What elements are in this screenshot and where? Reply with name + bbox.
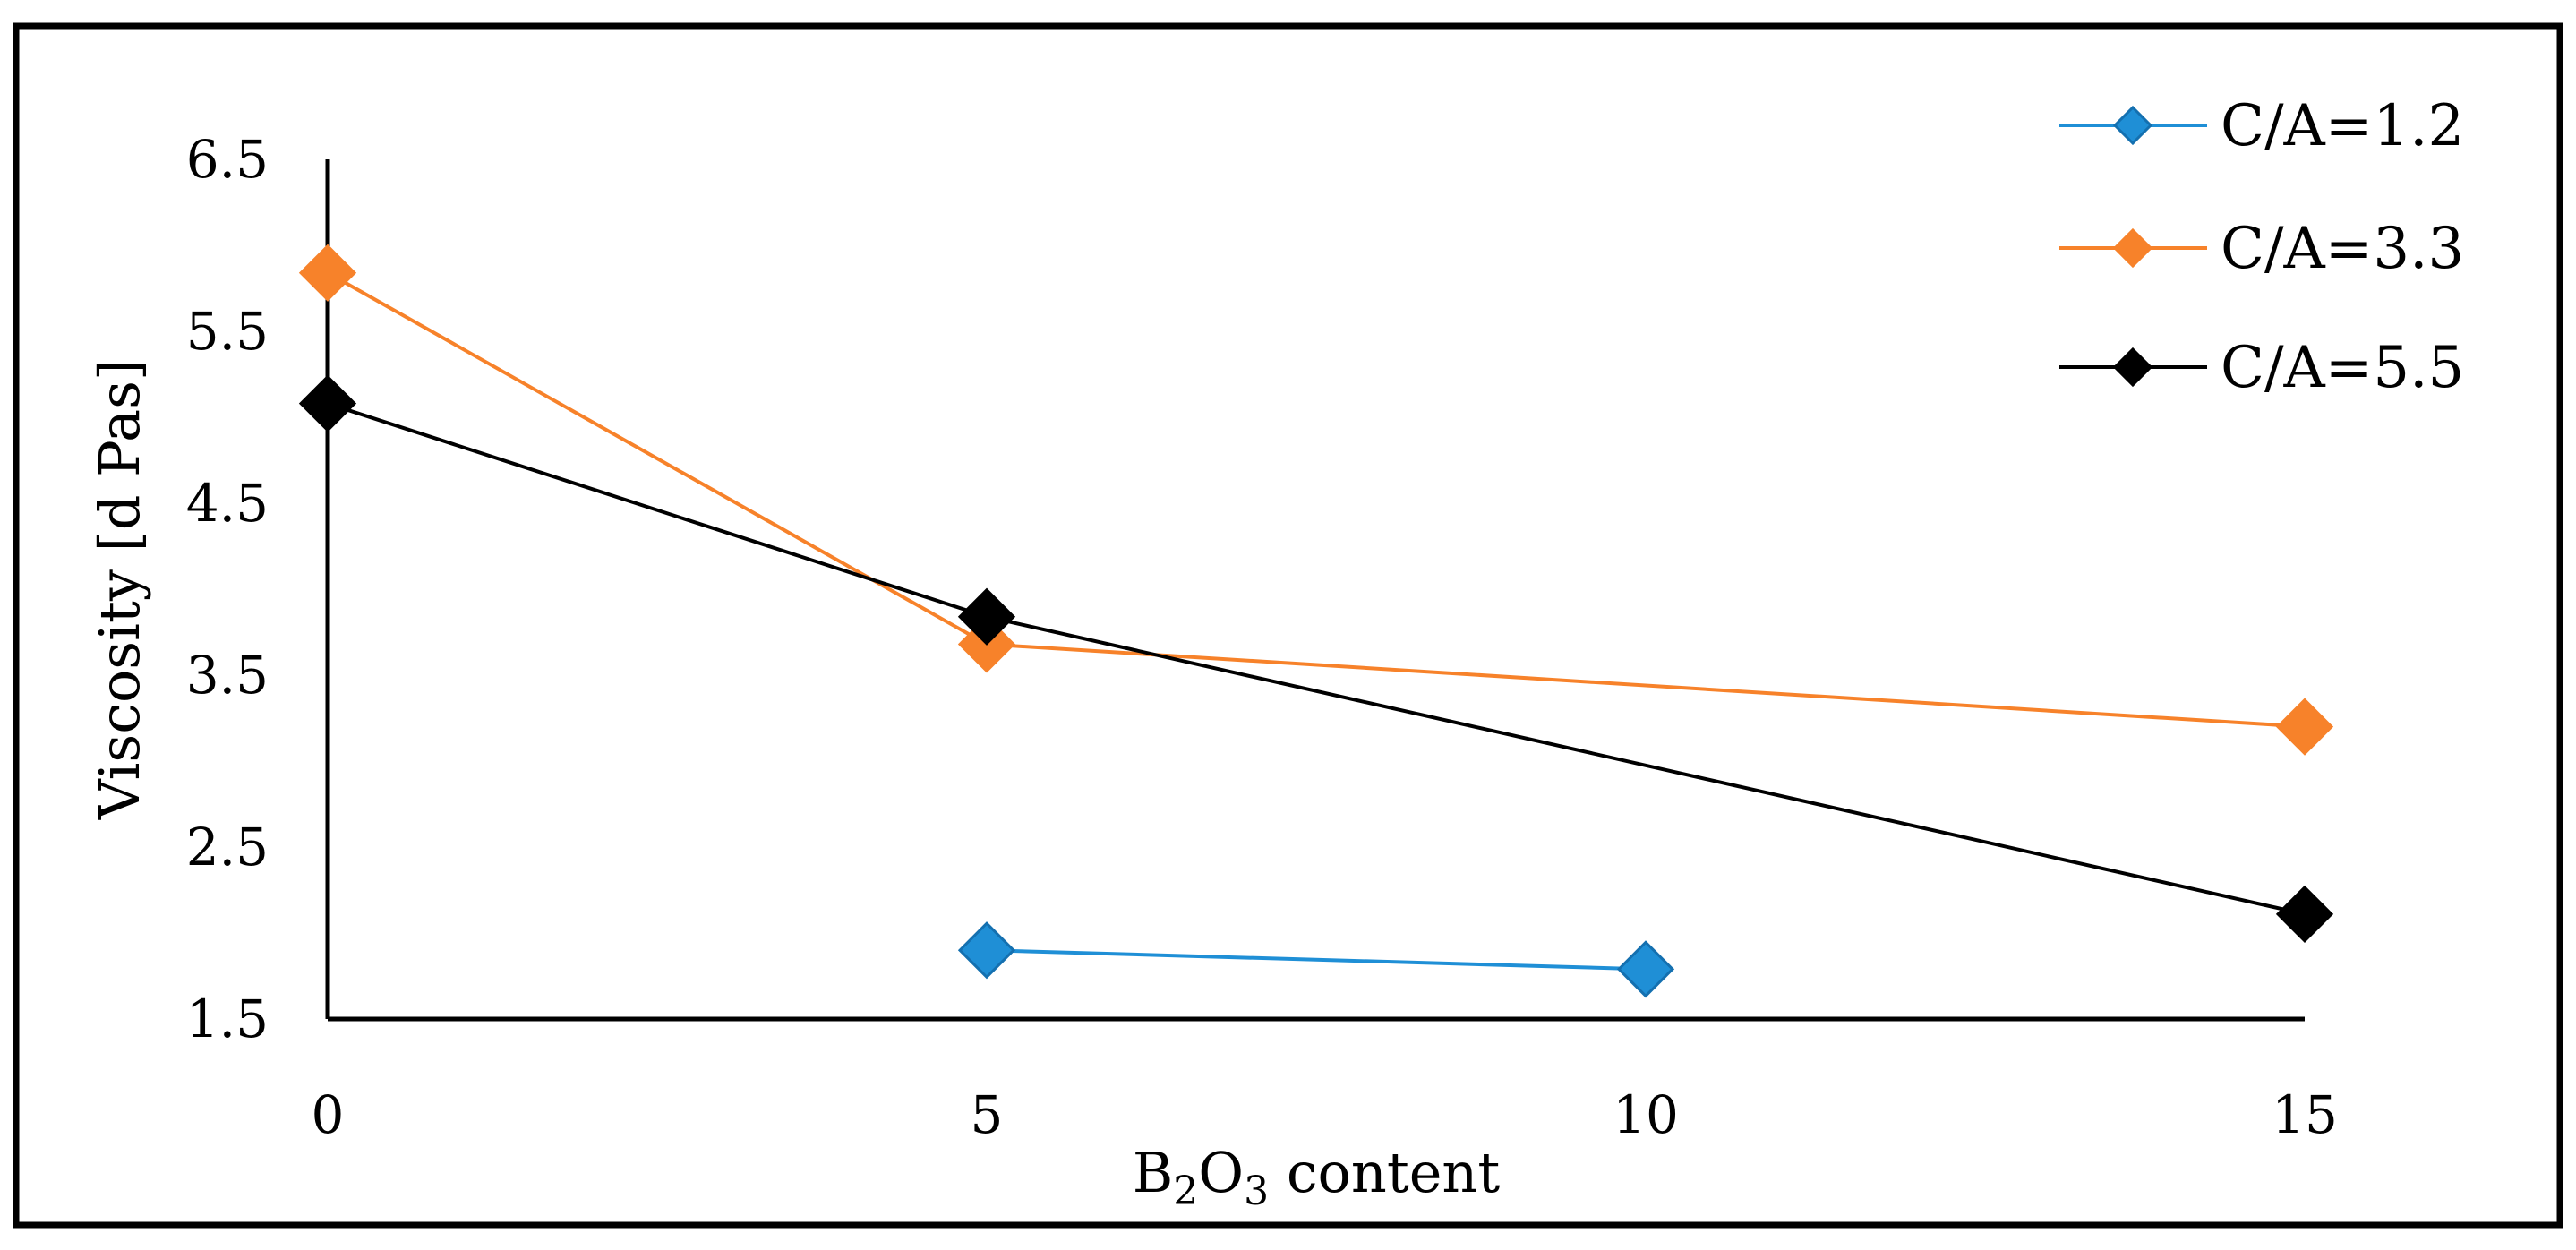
x-tick-label: 5 xyxy=(971,1084,1004,1145)
x-axis-title-o: O xyxy=(1198,1140,1244,1205)
x-tick-labels: 0 5 10 15 xyxy=(312,1084,2338,1145)
x-axis-title: B2O3 content xyxy=(1133,1140,1501,1214)
legend-marker xyxy=(2112,105,2153,146)
x-axis-title-b: B xyxy=(1133,1140,1174,1205)
series-3 xyxy=(298,374,2334,944)
y-tick-label: 6.5 xyxy=(186,129,269,190)
legend-item: C/A=3.3 xyxy=(2059,216,2464,282)
data-point xyxy=(298,374,357,432)
data-point xyxy=(2275,698,2334,756)
legend-marker xyxy=(2112,347,2153,388)
y-tick-label: 2.5 xyxy=(186,817,269,878)
x-tick-label: 15 xyxy=(2272,1084,2338,1145)
legend-label: C/A=5.5 xyxy=(2221,335,2464,401)
y-tick-labels: 6.5 5.5 4.5 3.5 2.5 1.5 xyxy=(186,129,269,1049)
x-axis-title-rest: content xyxy=(1269,1140,1500,1205)
x-axis-title-sub-3: 3 xyxy=(1244,1169,1269,1214)
outer-frame xyxy=(13,22,2563,1229)
data-point xyxy=(298,244,357,302)
legend-marker xyxy=(2112,227,2153,269)
y-tick-label: 1.5 xyxy=(186,989,269,1049)
series-layer xyxy=(298,244,2334,998)
legend-item: C/A=1.2 xyxy=(2059,93,2464,159)
data-point xyxy=(957,921,1016,980)
legend-label: C/A=1.2 xyxy=(2221,93,2464,159)
x-tick-label: 10 xyxy=(1613,1084,1679,1145)
series-line xyxy=(986,948,1647,972)
y-axis-title: Viscosity [d Pas] xyxy=(87,359,152,820)
legend: C/A=1.2 C/A=3.3 C/A=5.5 xyxy=(2059,93,2464,401)
x-tick-label: 0 xyxy=(312,1084,345,1145)
x-axis-title-sub-2: 2 xyxy=(1173,1169,1198,1214)
data-point xyxy=(957,587,1016,646)
data-point xyxy=(1616,940,1675,998)
legend-label: C/A=3.3 xyxy=(2221,216,2464,282)
y-tick-label: 5.5 xyxy=(186,301,269,362)
data-point xyxy=(2275,885,2334,944)
y-tick-label: 4.5 xyxy=(186,473,269,534)
legend-item: C/A=5.5 xyxy=(2059,335,2464,401)
series-1 xyxy=(957,921,1675,998)
y-tick-label: 3.5 xyxy=(186,645,269,706)
